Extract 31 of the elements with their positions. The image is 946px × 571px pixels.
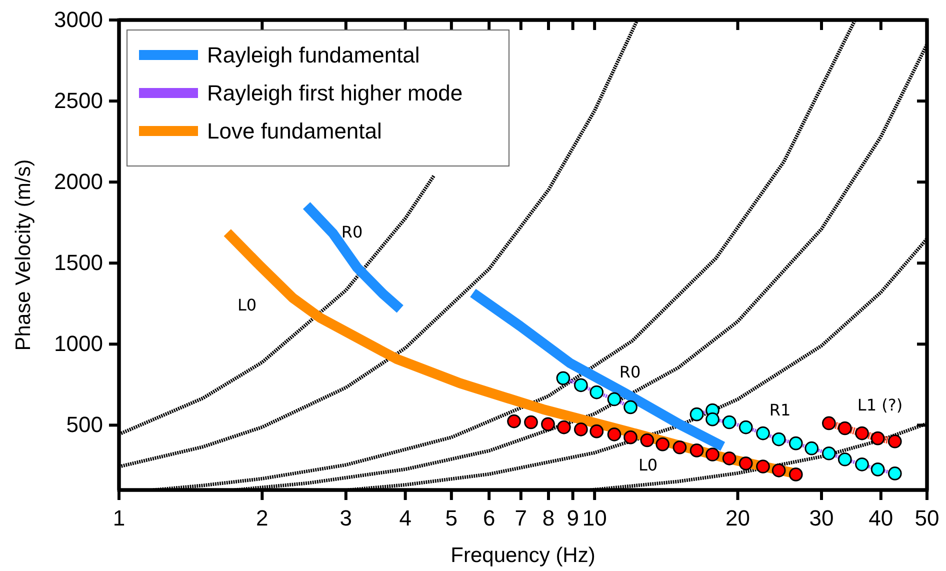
x-tick-label: 9 [566, 506, 579, 531]
legend-label: Rayleigh first higher mode [207, 80, 463, 106]
x-tick-label: 10 [582, 506, 607, 531]
annotation: R0 [619, 362, 641, 382]
y-tick-label: 500 [66, 412, 103, 438]
x-tick-label: 50 [914, 506, 940, 531]
x-tick-label: 30 [809, 506, 834, 531]
x-tick-label: 7 [514, 506, 528, 531]
x-tick-label: 20 [726, 506, 750, 531]
x-tick-label: 4 [399, 506, 412, 531]
annotation: R1 [769, 400, 791, 420]
annotation: R0 [341, 222, 363, 242]
y-tick-label: 1500 [54, 250, 103, 276]
x-tick-label: 2 [256, 506, 268, 531]
legend-label: Love fundamental [207, 118, 382, 144]
x-tick-label: 5 [445, 506, 458, 531]
y-axis-title: Phase Velocity (m/s) [12, 159, 35, 351]
y-tick-label: 1000 [54, 331, 103, 356]
x-axis-title: Frequency (Hz) [450, 544, 596, 567]
legend-label: Rayleigh fundamental [207, 42, 420, 68]
x-tick-label: 1 [112, 506, 126, 531]
y-tick-label: 2500 [54, 88, 103, 114]
x-tick-label: 8 [542, 506, 555, 531]
annotation: L0 [638, 456, 658, 474]
x-tick-label: 6 [482, 506, 496, 531]
annotation: L0 [237, 296, 257, 314]
y-tick-label: 3000 [54, 7, 103, 32]
x-tick-label: 40 [868, 506, 894, 531]
y-tick-label: 2000 [54, 169, 103, 194]
x-tick-label: 3 [340, 506, 352, 531]
annotation: L1 (?) [857, 396, 903, 414]
